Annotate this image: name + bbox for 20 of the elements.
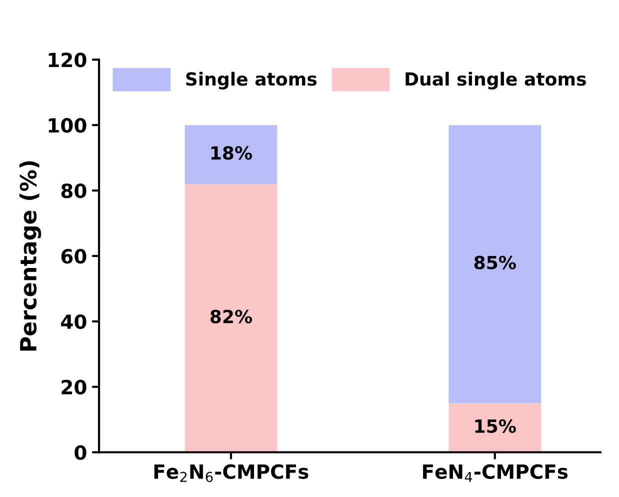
y-tick-label: 0 xyxy=(74,445,86,460)
bar xyxy=(184,125,278,184)
x-tick-label: Fe$_{2}$N$_{6}$-CMPCFs xyxy=(154,464,308,482)
y-tick-label: 20 xyxy=(62,380,86,394)
y-tick-label: 120 xyxy=(48,52,86,68)
y-tick-label: 60 xyxy=(61,248,86,264)
bar xyxy=(448,403,542,452)
bar xyxy=(184,184,278,452)
y-axis-title: Percentage (%) xyxy=(19,161,42,351)
data-label: 15% xyxy=(475,419,516,433)
bar xyxy=(448,125,542,404)
data-label: 18% xyxy=(211,146,252,160)
y-tick-label: 80 xyxy=(61,183,86,198)
data-label: 85% xyxy=(474,256,516,270)
y-tick-label: 100 xyxy=(48,118,86,133)
legend-label: Single atoms xyxy=(186,72,317,90)
legend-label: Dual single atoms xyxy=(406,72,586,90)
data-label: 82% xyxy=(210,310,252,324)
x-tick-label: FeN$_{4}$-CMPCFs xyxy=(423,464,568,482)
y-tick-label: 40 xyxy=(61,314,86,330)
